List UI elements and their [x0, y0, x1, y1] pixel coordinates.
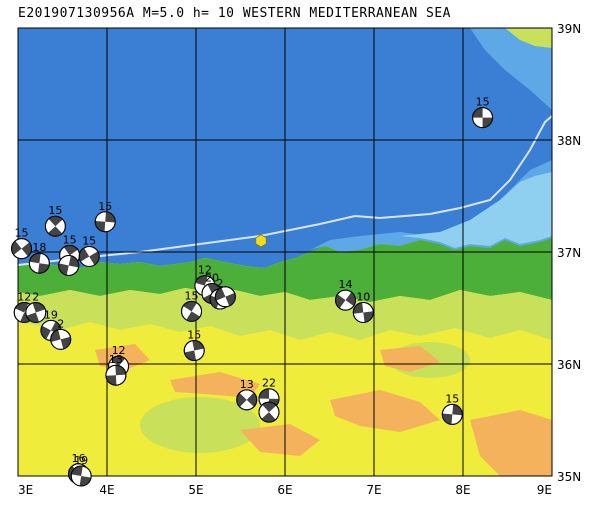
map-grid: [18, 28, 552, 476]
focal-mechanism: [44, 215, 66, 237]
depth-label: 13: [240, 378, 254, 391]
focal-mechanism: [181, 300, 203, 322]
depth-label: 2: [32, 290, 39, 303]
longitude-label: 4E: [99, 483, 114, 497]
depth-label: 15: [48, 204, 62, 217]
focal-mechanism: [25, 301, 47, 323]
longitude-label: 9E: [537, 483, 552, 497]
hexagon-epicenter-icon: [255, 234, 267, 248]
latitude-label: 39N: [557, 22, 581, 36]
depth-label: 15: [187, 329, 201, 342]
plains-south: [140, 397, 260, 453]
depth-label: 15: [98, 200, 112, 213]
depth-label: 14: [339, 278, 353, 291]
focal-mechanism: [28, 252, 50, 274]
depth-label: 12: [198, 264, 212, 277]
longitude-label: 8E: [455, 483, 470, 497]
longitude-labels: 3E 4E 5E 6E 7E 8E 9E: [18, 483, 552, 497]
highland-6: [380, 346, 440, 372]
latitude-label: 36N: [557, 358, 581, 372]
latitude-label: 37N: [557, 246, 581, 260]
latitude-labels: 39N 38N 37N 36N 35N: [557, 22, 581, 484]
highland-3: [470, 410, 552, 476]
longitude-label: 6E: [277, 483, 292, 497]
depth-label: 16: [72, 452, 86, 465]
focal-mechanism: [70, 465, 92, 487]
focal-mechanism: [50, 328, 72, 350]
highland-4: [240, 424, 320, 456]
focal-mechanism: [105, 364, 127, 386]
longitude-label: 7E: [366, 483, 381, 497]
focal-mechanism: [94, 211, 116, 233]
focal-mechanism: [352, 301, 374, 323]
map-title: E201907130956A M=5.0 h= 10 WESTERN MEDIT…: [18, 6, 451, 21]
focal-mechanism: [472, 107, 494, 129]
shallow-sea-north: [470, 28, 552, 110]
depth-label: 15: [15, 227, 29, 240]
depth-label: 15: [476, 96, 490, 109]
depth-label: 15: [82, 234, 96, 247]
focal-mechanism: [78, 245, 100, 267]
latitude-label: 38N: [557, 134, 581, 148]
depth-label: 15: [445, 392, 459, 405]
epicenter-marker: [255, 234, 267, 248]
focal-mechanism: [214, 286, 236, 308]
depth-label: 15: [185, 289, 199, 302]
depth-label: 12: [112, 344, 126, 357]
depth-label: 18: [32, 241, 46, 254]
depth-label: 20: [205, 271, 219, 284]
focal-mechanism: [11, 238, 33, 260]
longitude-label: 3E: [18, 483, 33, 497]
latitude-label: 35N: [557, 470, 581, 484]
focal-mechanism: [441, 403, 463, 425]
plate-boundary-line: [18, 115, 552, 266]
sardinia-coast: [505, 28, 552, 48]
depth-label: 13: [109, 353, 123, 366]
depth-label: 22: [262, 377, 276, 390]
focal-mechanism: [335, 289, 357, 311]
depth-label: 10: [356, 290, 370, 303]
depth-label: 12: [17, 290, 31, 303]
highland-2: [330, 390, 440, 432]
focal-mechanism: [183, 340, 205, 362]
depth-label: 2: [217, 277, 224, 290]
longitude-label: 5E: [188, 483, 203, 497]
highland-1: [170, 372, 260, 398]
focal-mechanism: [236, 389, 258, 411]
depth-label: 19: [74, 454, 88, 467]
focal-mechanism: [258, 401, 280, 423]
focal-mechanism: [58, 254, 80, 276]
depth-label: 15: [63, 233, 77, 246]
shallow-sea: [400, 172, 552, 248]
depth-label: 19: [44, 308, 58, 321]
depth-label: 2: [57, 317, 64, 330]
